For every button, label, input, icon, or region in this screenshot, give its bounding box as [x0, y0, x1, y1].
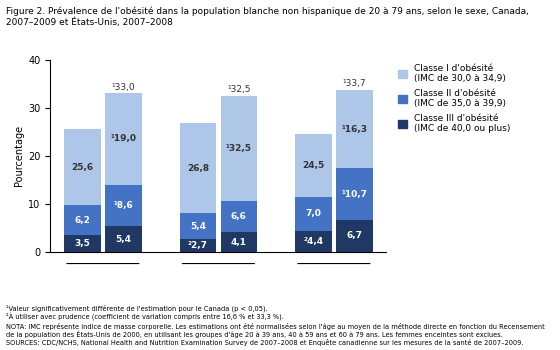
Text: 6,7: 6,7	[347, 231, 362, 240]
Bar	[64, 129, 101, 205]
Text: Figure 2. Prévalence de l'obésité dans la population blanche non hispanique de 2: Figure 2. Prévalence de l'obésité dans l…	[6, 7, 529, 28]
Text: 26,8: 26,8	[187, 163, 209, 173]
Text: ¹33,7: ¹33,7	[343, 79, 366, 88]
Text: ¹8,6: ¹8,6	[114, 201, 133, 210]
Bar	[180, 123, 216, 213]
Y-axis label: Pourcentage: Pourcentage	[14, 125, 24, 186]
Text: 25,6: 25,6	[71, 162, 94, 172]
Bar	[295, 197, 332, 231]
Text: 5,4: 5,4	[190, 222, 206, 231]
Legend: Classe I d'obésité
(IMC de 30,0 à 34,9), Classe II d'obésité
(IMC de 35,0 à 39,9: Classe I d'obésité (IMC de 30,0 à 34,9),…	[398, 64, 510, 133]
Text: 6,2: 6,2	[74, 216, 90, 225]
Bar	[64, 205, 101, 235]
Text: ¹33,0: ¹33,0	[111, 83, 135, 92]
Bar	[180, 239, 216, 252]
Text: 24,5: 24,5	[302, 161, 325, 170]
Text: ¹10,7: ¹10,7	[342, 189, 367, 198]
Text: ¹Valeur significativement différente de l'estimation pour le Canada (p < 0,05).
: ¹Valeur significativement différente de …	[6, 304, 544, 346]
Text: 7,0: 7,0	[306, 210, 321, 218]
Text: 6,6: 6,6	[231, 212, 247, 221]
Bar	[336, 220, 373, 252]
Bar	[336, 168, 373, 220]
Text: 3,5: 3,5	[74, 239, 90, 248]
Bar	[221, 232, 257, 252]
Bar	[105, 226, 142, 252]
Bar	[105, 93, 142, 185]
Text: 4,1: 4,1	[231, 238, 247, 247]
Text: ²4,4: ²4,4	[304, 237, 324, 246]
Text: ¹16,3: ¹16,3	[342, 125, 367, 134]
Bar	[221, 96, 257, 201]
Text: ¹19,0: ¹19,0	[110, 134, 137, 144]
Bar	[105, 185, 142, 226]
Text: ²2,7: ²2,7	[188, 241, 208, 250]
Bar	[336, 90, 373, 168]
Bar	[64, 235, 101, 252]
Bar	[295, 134, 332, 197]
Text: ¹32,5: ¹32,5	[227, 85, 251, 94]
Bar	[180, 213, 216, 239]
Text: ¹32,5: ¹32,5	[226, 144, 252, 153]
Text: 5,4: 5,4	[115, 234, 132, 244]
Bar	[221, 201, 257, 232]
Bar	[295, 231, 332, 252]
